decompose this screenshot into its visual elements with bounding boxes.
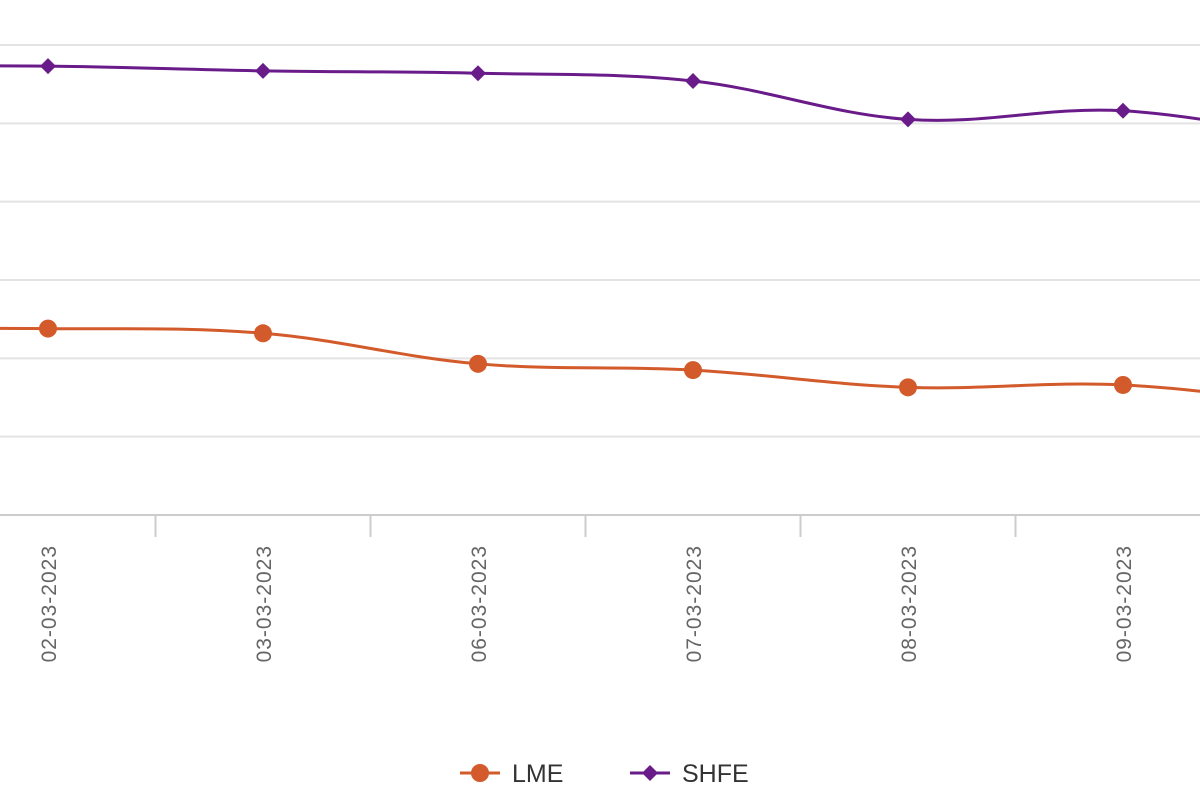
data-point[interactable] [255,62,271,79]
grid-lines [0,44,1200,438]
data-point[interactable] [254,324,272,343]
data-point[interactable] [684,361,702,380]
legend: LME SHFE [460,760,749,788]
x-tick-label: 06-03-2023 [468,545,491,662]
data-point[interactable] [470,65,486,82]
data-point[interactable] [685,73,701,90]
legend-symbol-lme [471,764,489,782]
legend-item-shfe[interactable]: SHFE [630,760,749,788]
series-line-lme [0,326,1200,393]
series-lme [0,319,1200,397]
series-group [0,58,1200,397]
x-tick-label: 07-03-2023 [683,545,706,662]
x-tick-label: 09-03-2023 [1113,545,1136,662]
x-tick-label: 08-03-2023 [898,545,921,662]
legend-item-lme[interactable]: LME [460,760,563,788]
data-point[interactable] [469,354,487,373]
x-tick-label: 02-03-2023 [38,545,61,662]
data-point[interactable] [900,111,916,128]
data-point[interactable] [899,378,917,397]
legend-label: SHFE [682,760,749,788]
data-point[interactable] [1115,102,1131,119]
data-point[interactable] [40,58,56,75]
series-shfe [0,58,1200,128]
x-axis: 02-03-2023 03-03-2023 06-03-2023 07-03-2023… [0,514,1200,662]
data-point[interactable] [1114,375,1132,394]
series-line-shfe [0,64,1200,122]
data-point[interactable] [39,319,57,338]
x-tick-label: 03-03-2023 [253,545,276,662]
legend-label: LME [512,760,563,788]
legend-symbol-shfe [642,765,658,781]
